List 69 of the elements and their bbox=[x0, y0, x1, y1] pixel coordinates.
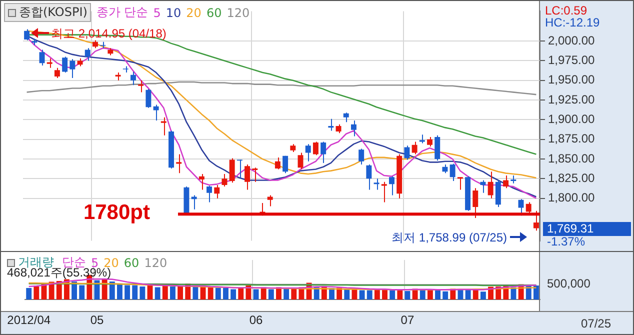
ref-line-label: 1780pt bbox=[83, 200, 150, 224]
bar bbox=[124, 285, 130, 300]
text: 07/25 bbox=[581, 316, 612, 330]
text: 120 bbox=[226, 6, 250, 20]
bar bbox=[34, 286, 40, 300]
bar bbox=[223, 288, 228, 300]
text: HC:-12.19 bbox=[545, 15, 600, 30]
bar bbox=[109, 282, 115, 300]
bar bbox=[132, 285, 138, 300]
text: 1,769.31 bbox=[547, 221, 594, 236]
y-tick-label: 1,875.00 bbox=[548, 132, 596, 146]
bar bbox=[230, 289, 236, 300]
x-tick-label: 05 bbox=[90, 313, 104, 328]
bar bbox=[533, 285, 539, 300]
candlestick bbox=[100, 41, 106, 49]
text: LC:0.59 bbox=[545, 3, 588, 18]
bar bbox=[26, 288, 32, 300]
bar bbox=[102, 279, 108, 300]
annotation: 최저 1,758.99 (07/25) bbox=[392, 230, 507, 244]
chart-title: 거래량 bbox=[18, 254, 54, 269]
candlestick bbox=[122, 66, 128, 74]
y-tick-label: 2,000.00 bbox=[548, 33, 596, 48]
legend-title: 단순 bbox=[62, 254, 86, 269]
bar bbox=[215, 288, 221, 300]
bar bbox=[359, 290, 365, 300]
bar bbox=[170, 286, 176, 300]
bar bbox=[178, 285, 184, 300]
bar bbox=[382, 289, 388, 300]
legend-title: 종가 단순 bbox=[96, 4, 148, 21]
series-label: 60 bbox=[124, 256, 140, 270]
text: 60 bbox=[206, 6, 222, 20]
chart-title: 종합(KOSPI) bbox=[19, 4, 88, 21]
y-tick-label: 1,800.00 bbox=[548, 190, 596, 205]
x-tick-label: 06 bbox=[249, 313, 264, 328]
x-tick-label: 2012/04 bbox=[7, 313, 51, 328]
y-tick-label: 1,975.00 bbox=[548, 53, 596, 68]
bar bbox=[404, 290, 410, 300]
text: 5 bbox=[153, 6, 161, 20]
bar bbox=[79, 285, 85, 300]
bar bbox=[374, 289, 380, 300]
text: 10 bbox=[166, 6, 182, 20]
series-label: 120 bbox=[144, 256, 168, 270]
y-tick-label: 1,900.00 bbox=[548, 112, 596, 126]
bar bbox=[329, 288, 334, 300]
x-tick-label: 07 bbox=[400, 313, 414, 328]
bar bbox=[442, 291, 448, 300]
bar bbox=[390, 290, 396, 300]
bar bbox=[268, 289, 274, 300]
bar bbox=[154, 287, 160, 300]
y-tick-label: 1,950.00 bbox=[548, 72, 596, 87]
bar bbox=[140, 286, 146, 300]
y-tick-label: 1,850.00 bbox=[548, 151, 596, 166]
y-tick-label: 1,925.00 bbox=[548, 92, 596, 106]
bar bbox=[420, 290, 426, 300]
series-label: 5 bbox=[91, 256, 99, 270]
text: 20 bbox=[186, 6, 202, 20]
bar bbox=[480, 292, 486, 300]
bar bbox=[366, 290, 372, 300]
bar bbox=[291, 288, 297, 300]
bar bbox=[192, 286, 198, 300]
bar bbox=[116, 284, 122, 300]
text: -1.37% bbox=[547, 234, 586, 248]
bar bbox=[465, 290, 471, 300]
bar bbox=[397, 290, 403, 300]
candlestick bbox=[381, 181, 387, 203]
y-tick-label: 1,825.00 bbox=[548, 170, 596, 185]
bar bbox=[284, 288, 290, 300]
text: 500,000 bbox=[547, 276, 591, 290]
bar bbox=[253, 289, 259, 300]
